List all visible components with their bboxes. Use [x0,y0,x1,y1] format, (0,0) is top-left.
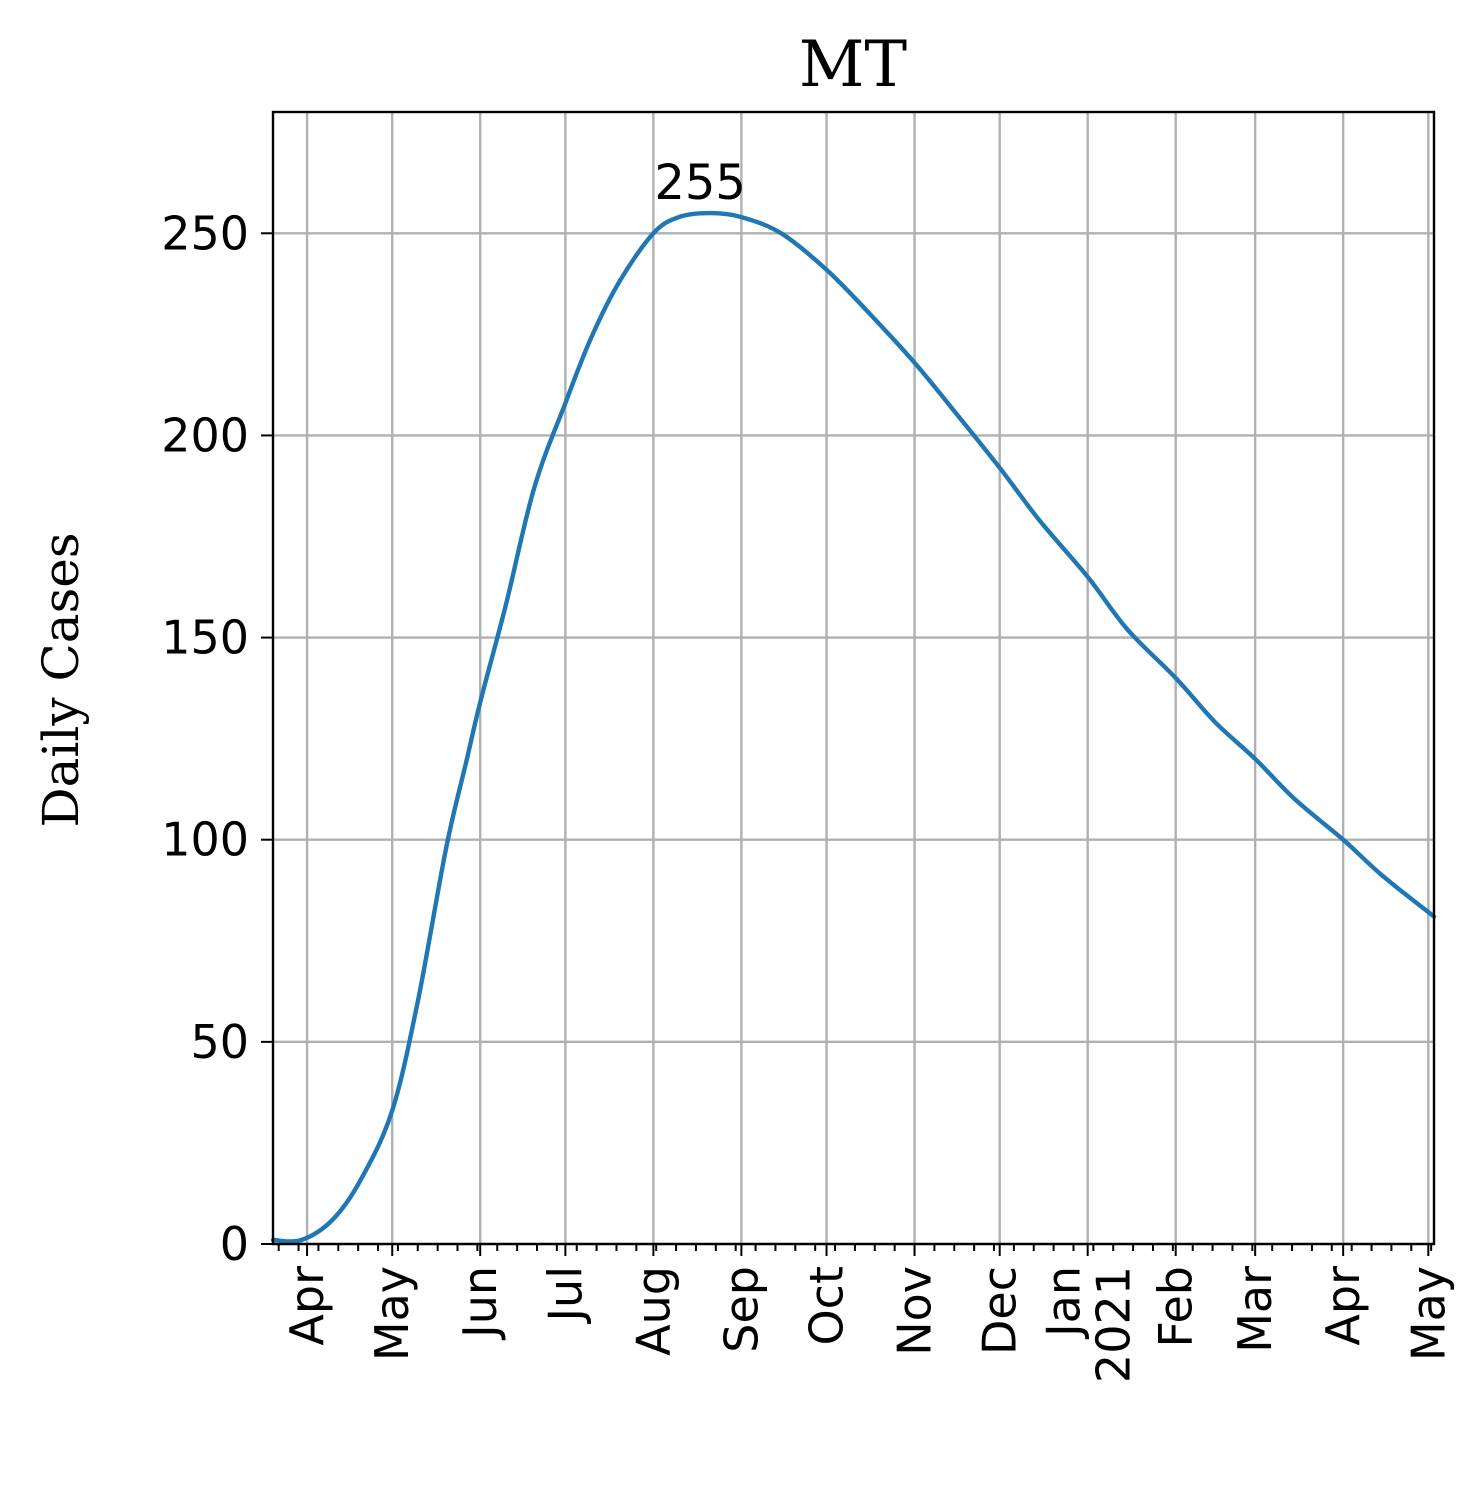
x-tick-label-line: May [365,1266,419,1361]
y-tick-label: 0 [220,1217,249,1271]
x-tick-label: Sep [714,1266,768,1353]
x-tick-label: Mar [1228,1266,1282,1353]
x-tick-label-line: Feb [1149,1266,1203,1347]
x-tick-label-line: Dec [973,1266,1027,1355]
x-tick-label: Jan2021 [1037,1266,1141,1383]
y-tick-label: 200 [161,408,249,462]
x-tick-label: Aug [626,1266,680,1356]
x-tick-label-line: Apr [280,1266,334,1346]
y-tick-label: 150 [161,611,249,665]
x-tick-label-line: Oct [800,1266,854,1346]
x-tick-label: Nov [888,1266,942,1356]
x-tick-label-line: Jun [453,1266,507,1341]
x-tick-label-line: Jul [538,1266,592,1325]
series-line [270,210,1437,1244]
x-tick-label-line: May [1401,1266,1455,1361]
y-tick-label: 50 [190,1015,249,1069]
plot-frame [271,110,1436,1246]
x-tick-label: Feb [1149,1266,1203,1347]
x-tick-label-line: Apr [1316,1266,1370,1346]
y-axis-label: Daily Cases [32,533,90,828]
x-tick-label-line: Aug [626,1266,680,1356]
x-tick-label: Apr [280,1266,334,1346]
y-tick-label: 250 [161,206,249,260]
x-tick-label: Jul [538,1266,592,1325]
x-tick-label-line: Mar [1228,1266,1282,1353]
x-tick-label-line: Jan [1037,1266,1091,1340]
x-tick-label: Dec [973,1266,1027,1355]
peak-annotation: 255 [654,155,746,211]
x-tick-label: May [1401,1266,1455,1361]
x-tick-label-line: Nov [888,1266,942,1356]
chart-title: MT [799,28,908,102]
x-tick-label-line: Sep [714,1266,768,1353]
grid-lines [273,112,1434,1246]
x-tick-label: Apr [1316,1266,1370,1346]
y-tick-label: 100 [161,813,249,867]
x-tick-label: May [365,1266,419,1361]
y-tick-labels: 0 50 100 150 200 250 [161,206,249,1271]
x-tick-label: Oct [800,1266,854,1346]
x-tick-label: Jun [453,1266,507,1341]
axis-ticks [261,232,1430,1256]
x-tick-labels: Apr May Jun Jul Aug Sep Oct Nov Dec Jan2021 Feb Mar… [280,1266,1455,1383]
x-tick-label-line: 2021 [1087,1266,1141,1383]
